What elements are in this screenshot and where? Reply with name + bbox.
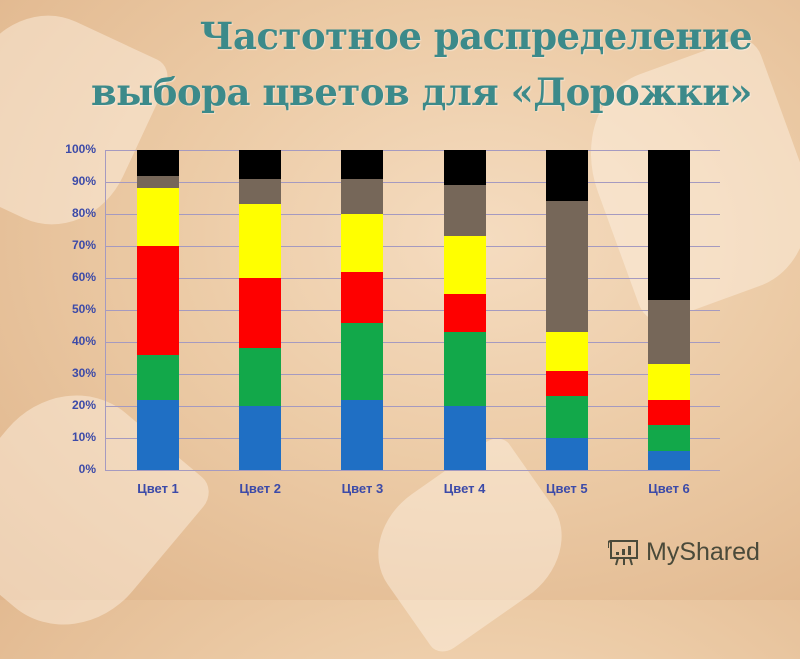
bar-segment-green [341,322,384,400]
x-category-label: Цвет 2 [239,481,281,496]
bar-segment-blue [648,450,690,470]
presentation-board-icon [608,540,638,566]
bar-segment-blue [341,399,384,470]
gridline [105,214,720,215]
bar-stack [341,150,384,470]
bar-segment-gray [239,178,282,205]
bar-segment-yellow [341,214,384,272]
bar-segment-gray [648,300,690,365]
bar-segment-yellow [545,332,588,371]
bar-segment-green [239,348,282,406]
bar-segment-blue [137,399,179,470]
y-tick-label: 80% [71,206,96,220]
bar-segment-black [239,150,282,179]
x-category-label: Цвет 5 [546,481,588,496]
bar-segment-black [648,150,690,301]
y-tick-label: 70% [71,238,96,252]
bar-segment-green [137,354,179,400]
slide-title: Частотное распределение выбора цветов дл… [90,14,753,114]
x-category-label: Цвет 3 [341,481,384,496]
gridline [105,374,720,375]
gridline [105,406,720,407]
gridline [105,470,720,471]
bar-segment-green [648,425,690,451]
x-category-label: Цвет 4 [443,481,486,496]
y-tick-label: 90% [71,174,96,188]
y-tick-label: 50% [71,302,96,316]
y-tick-label: 10% [71,430,96,444]
x-category-label: Цвет 6 [648,481,690,496]
y-tick-label: 60% [71,270,96,284]
y-tick-label: 100% [65,142,96,156]
bar-segment-green [443,332,486,406]
bar-segment-red [648,399,690,426]
bar-segment-black [137,150,179,176]
bar-segment-yellow [239,204,282,279]
gridline [105,438,720,439]
stacked-bar-chart: 0% 10% 20% 30% 40% 50% 60% 70% 80% 90% 100% Цвет 1 Ц… [65,142,720,496]
bar-segment-gray [443,185,486,237]
gridline [105,310,720,311]
bar-segment-yellow [137,188,179,247]
y-tick-label: 0% [78,462,96,476]
bar-segment-black [443,150,486,186]
bar-segment-gray [545,201,588,333]
bar-segment-red [239,278,282,349]
bar-segment-red [137,246,179,355]
bar-segment-red [341,271,384,323]
gridline [105,278,720,279]
bar-stack [443,150,486,470]
gridline [105,150,720,151]
y-tick-label: 20% [71,398,96,412]
bar-segment-black [545,150,588,202]
bar-segment-yellow [443,236,486,295]
bar-segment-green [545,396,588,438]
bar-stack [137,150,179,470]
bar-segment-blue [443,406,486,470]
watermark: MyShared [608,537,760,567]
gridline [105,246,720,247]
bar-stack [239,150,282,470]
gridline [105,182,720,183]
bar-segment-gray [341,178,384,215]
bar-segment-gray [137,175,179,189]
x-category-label: Цвет 1 [137,481,179,496]
bar-segment-red [443,294,486,333]
y-tick-label: 30% [71,366,96,380]
y-tick-label: 40% [71,334,96,348]
bar-stack [648,150,690,470]
watermark-text: MyShared [646,537,760,566]
bar-segment-yellow [648,364,690,400]
bar-stack [545,150,588,470]
bar-segment-red [545,370,588,397]
bar-segment-black [341,150,384,179]
bar-segment-blue [239,406,282,470]
bar-segment-blue [545,438,588,470]
gridline [105,342,720,343]
